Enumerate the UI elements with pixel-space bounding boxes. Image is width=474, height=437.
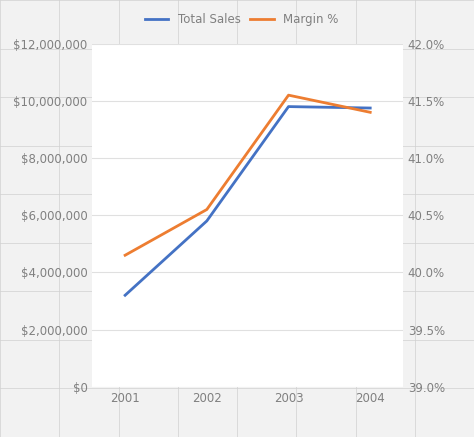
Legend: Total Sales, Margin %: Total Sales, Margin % — [140, 8, 343, 31]
